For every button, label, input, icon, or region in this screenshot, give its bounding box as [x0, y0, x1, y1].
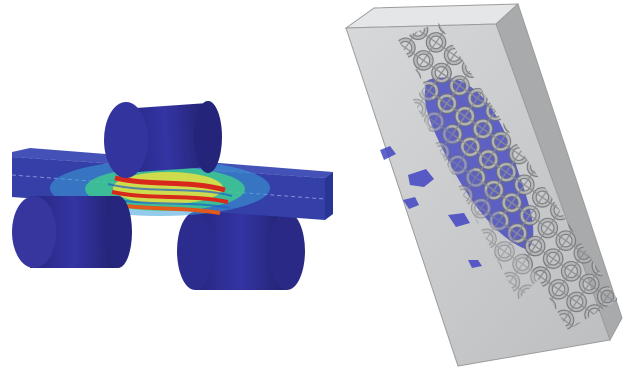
- loading-roller: [104, 101, 222, 178]
- support-roller-front: [12, 196, 132, 268]
- lattice-structure: [398, 22, 618, 330]
- ct-scan-rendering-panel: [318, 0, 640, 371]
- bending-simulation-illustration: [11, 101, 333, 290]
- lattice-block-illustration: [344, 3, 623, 367]
- stress-contour: [50, 160, 270, 216]
- fe-bending-simulation-panel: [11, 101, 333, 290]
- support-roller-back: [177, 212, 305, 290]
